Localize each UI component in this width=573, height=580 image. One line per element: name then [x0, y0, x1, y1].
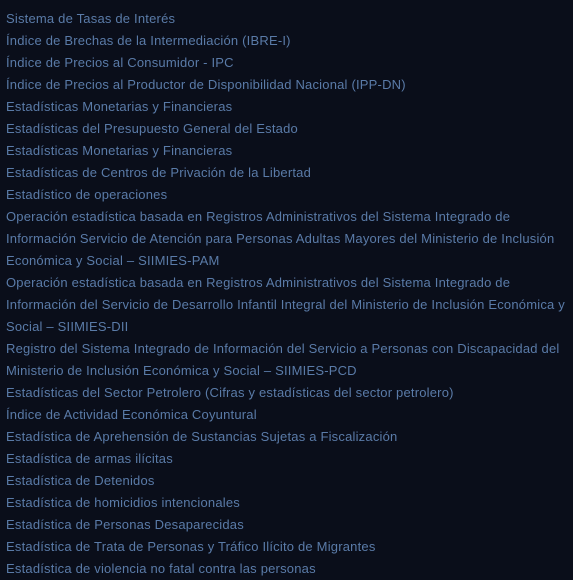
list-item[interactable]: Estadística de Personas Desaparecidas — [6, 514, 567, 536]
list-item[interactable]: Estadística de violencia no fatal contra… — [6, 558, 567, 580]
list-item[interactable]: Estadístico de operaciones — [6, 184, 567, 206]
list-item[interactable]: Registro del Sistema Integrado de Inform… — [6, 338, 567, 382]
list-item[interactable]: Estadísticas Monetarias y Financieras — [6, 140, 567, 162]
list-item[interactable]: Estadística de Trata de Personas y Tráfi… — [6, 536, 567, 558]
list-item[interactable]: Sistema de Tasas de Interés — [6, 8, 567, 30]
list-item[interactable]: Estadística de Detenidos — [6, 470, 567, 492]
list-item[interactable]: Estadísticas de Centros de Privación de … — [6, 162, 567, 184]
list-item[interactable]: Índice de Brechas de la Intermediación (… — [6, 30, 567, 52]
list-item[interactable]: Estadística de Aprehensión de Sustancias… — [6, 426, 567, 448]
list-item[interactable]: Estadísticas del Presupuesto General del… — [6, 118, 567, 140]
list-item[interactable]: Estadística de armas ilícitas — [6, 448, 567, 470]
list-item[interactable]: Índice de Precios al Productor de Dispon… — [6, 74, 567, 96]
list-item[interactable]: Índice de Actividad Económica Coyuntural — [6, 404, 567, 426]
list-item[interactable]: Estadística de homicidios intencionales — [6, 492, 567, 514]
list-item[interactable]: Estadísticas Monetarias y Financieras — [6, 96, 567, 118]
list-item[interactable]: Operación estadística basada en Registro… — [6, 206, 567, 272]
list-item[interactable]: Índice de Precios al Consumidor - IPC — [6, 52, 567, 74]
list-item[interactable]: Operación estadística basada en Registro… — [6, 272, 567, 338]
list-item[interactable]: Estadísticas del Sector Petrolero (Cifra… — [6, 382, 567, 404]
statistics-list: Sistema de Tasas de Interés Índice de Br… — [6, 8, 567, 580]
